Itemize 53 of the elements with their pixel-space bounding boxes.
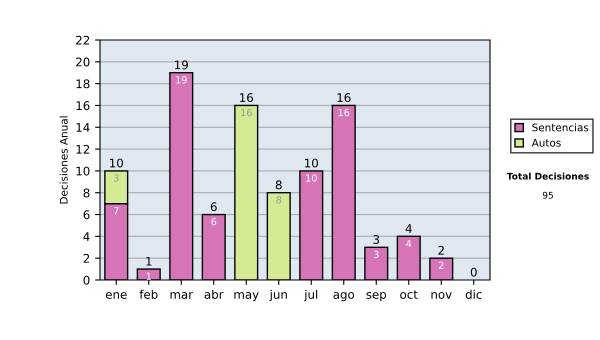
x-tick-label: dic	[466, 290, 482, 299]
y-tick-label: 2	[84, 254, 90, 263]
total-label: 16	[240, 93, 254, 102]
x-tick-label: jun	[269, 290, 287, 302]
y-tick-label: 4	[83, 232, 90, 241]
x-tick-label: feb	[140, 290, 158, 299]
total-label: 0	[470, 268, 477, 277]
data-label: 19	[176, 76, 187, 84]
data-label: 6	[211, 218, 216, 226]
total-label: 2	[438, 246, 444, 255]
y-tick-label: 18	[76, 79, 90, 88]
x-tick-label: ene	[106, 292, 127, 299]
total-label: 8	[276, 180, 282, 190]
total-label: 1	[146, 256, 152, 266]
legend-label: Autos	[532, 138, 561, 147]
x-tick-label: oct	[400, 290, 418, 299]
total-label: 10	[110, 158, 123, 168]
data-label: 2	[438, 262, 444, 269]
x-tick-label: mar	[170, 292, 194, 299]
data-label: 8	[276, 196, 282, 204]
data-label: 10	[306, 174, 317, 182]
y-tick-label: 12	[76, 144, 90, 154]
y-tick-label: 14	[76, 123, 90, 132]
data-label: 16	[241, 108, 252, 116]
data-label: 3	[374, 250, 379, 258]
total-label: 10	[305, 158, 318, 168]
y-tick-label: 10	[76, 166, 90, 176]
legend-label: Sentencias	[532, 123, 588, 132]
data-label: 3	[114, 174, 119, 182]
data-label: 1	[146, 272, 151, 280]
y-tick-label: 8	[84, 188, 90, 198]
text: 95	[542, 192, 553, 199]
text: Total Decisiones	[506, 172, 589, 180]
x-tick-label: may	[234, 292, 259, 302]
y-tick-label: 22	[76, 36, 90, 44]
total-label: 19	[175, 60, 188, 70]
data-label: 4	[406, 240, 412, 248]
x-tick-label: nov	[431, 292, 452, 299]
data-label: 7	[114, 207, 119, 214]
y-tick-label: 16	[76, 101, 90, 110]
total-label: 6	[210, 202, 217, 212]
x-tick-label: ago	[333, 292, 354, 302]
y-tick-label: 20	[76, 58, 90, 66]
total-label: 3	[373, 234, 380, 244]
y-axis-title: Decisiones Anual	[60, 116, 68, 204]
x-tick-label: jul	[304, 290, 318, 302]
x-tick-label: abr	[204, 290, 224, 299]
x-tick-label: sep	[366, 292, 386, 302]
total-label: 16	[338, 93, 351, 102]
data-label: 16	[338, 108, 350, 116]
y-tick-label: 6	[84, 210, 90, 220]
total-label: 4	[406, 224, 412, 233]
y-tick-label: 0	[84, 276, 90, 285]
